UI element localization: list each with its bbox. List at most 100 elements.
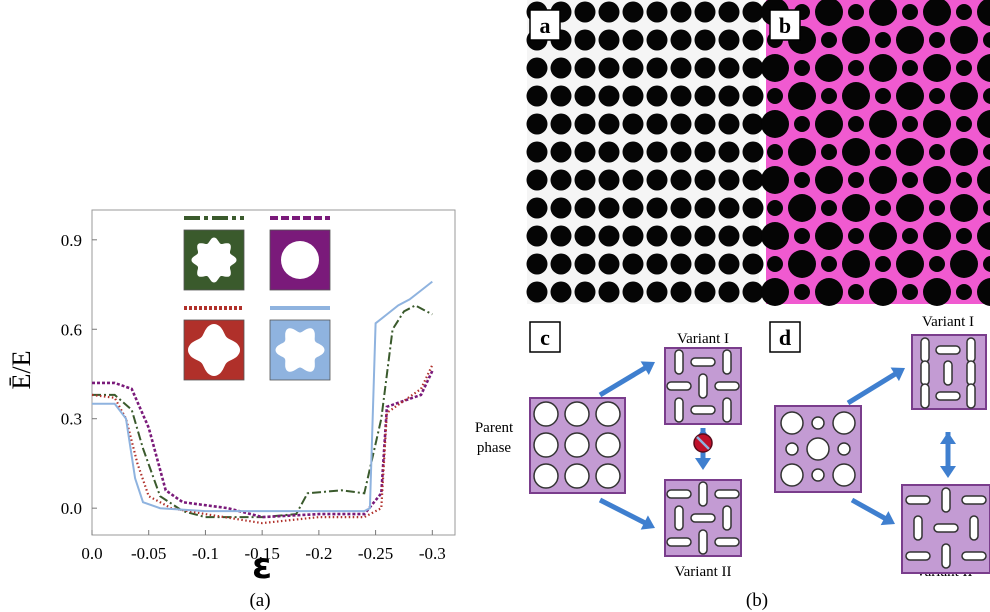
photo-hole xyxy=(788,138,816,166)
photo-hole xyxy=(622,113,644,135)
photo-hole xyxy=(742,1,764,23)
photo-hole xyxy=(869,0,897,26)
photo-hole xyxy=(646,57,668,79)
arrow-parent-to-variant1 xyxy=(598,361,655,398)
parent-phase-label-line1: Parent xyxy=(475,420,514,436)
photo-hole xyxy=(896,26,924,54)
photo-hole xyxy=(983,32,990,48)
photo-hole xyxy=(598,281,620,303)
photo-hole xyxy=(574,29,596,51)
photo-hole xyxy=(622,1,644,23)
photo-hole xyxy=(646,85,668,107)
photo-hole xyxy=(646,113,668,135)
y-tick-label: 0.6 xyxy=(61,320,82,339)
photo-hole xyxy=(670,169,692,191)
blocked-transition-icon xyxy=(693,433,713,453)
series-line-2 xyxy=(92,370,434,519)
photo-hole xyxy=(956,228,972,244)
photo-hole xyxy=(875,88,891,104)
photo-hole xyxy=(550,57,572,79)
legend-icon-blue-six-lobe xyxy=(269,306,331,381)
photo-hole xyxy=(646,1,668,23)
photo-hole xyxy=(956,60,972,76)
panel-b-label-box xyxy=(769,9,801,41)
photo-hole xyxy=(742,29,764,51)
arrow-parent-to-variant2-d xyxy=(850,497,895,526)
photo-hole xyxy=(598,57,620,79)
photo-hole xyxy=(902,4,918,20)
x-tick-label: 0.0 xyxy=(81,544,102,563)
photo-hole xyxy=(598,85,620,107)
photo-hole xyxy=(869,222,897,250)
photo-hole xyxy=(902,60,918,76)
photo-hole xyxy=(742,113,764,135)
arrow-variant-switch-d xyxy=(940,432,956,478)
photo-hole xyxy=(767,256,783,272)
photo-hole xyxy=(622,57,644,79)
photo-hole xyxy=(788,82,816,110)
photo-hole xyxy=(977,110,990,138)
photo-hole xyxy=(646,253,668,275)
photo-hole xyxy=(622,197,644,219)
photo-hole xyxy=(718,57,740,79)
photo-hole xyxy=(742,281,764,303)
photo-hole xyxy=(842,250,870,278)
photo-hole xyxy=(794,60,810,76)
photo-hole xyxy=(574,225,596,247)
photo-hole xyxy=(923,0,951,26)
photo-hole xyxy=(694,225,716,247)
photo-hole xyxy=(622,141,644,163)
photo-hole xyxy=(788,250,816,278)
photo-hole xyxy=(550,85,572,107)
photo-hole xyxy=(670,197,692,219)
photo-hole xyxy=(550,225,572,247)
photo-hole xyxy=(718,85,740,107)
photo-hole xyxy=(574,85,596,107)
photo-hole xyxy=(646,281,668,303)
photo-hole xyxy=(694,85,716,107)
photo-hole xyxy=(869,54,897,82)
photo-hole xyxy=(718,29,740,51)
photo-hole xyxy=(875,256,891,272)
photo-hole xyxy=(742,225,764,247)
photo-hole xyxy=(622,225,644,247)
photo-hole xyxy=(646,29,668,51)
photo-hole xyxy=(956,4,972,20)
photo-hole xyxy=(875,32,891,48)
photo-hole xyxy=(622,281,644,303)
photo-hole xyxy=(598,225,620,247)
photo-hole xyxy=(694,169,716,191)
photo-hole xyxy=(550,141,572,163)
photo-hole xyxy=(550,281,572,303)
photo-hole xyxy=(622,29,644,51)
photo-hole xyxy=(646,197,668,219)
photo-hole xyxy=(670,253,692,275)
photo-hole xyxy=(950,82,978,110)
photo-hole xyxy=(694,141,716,163)
photo-hole xyxy=(694,281,716,303)
photo-hole xyxy=(821,88,837,104)
photo-hole xyxy=(718,281,740,303)
photo-hole xyxy=(598,113,620,135)
photo-hole xyxy=(923,278,951,306)
photo-hole xyxy=(574,197,596,219)
photo-hole xyxy=(526,281,548,303)
photo-hole xyxy=(718,1,740,23)
y-tick-label: 0.9 xyxy=(61,231,82,250)
photo-hole xyxy=(718,225,740,247)
x-tick-label: -0.25 xyxy=(358,544,393,563)
photo-hole xyxy=(718,113,740,135)
photo-hole xyxy=(848,172,864,188)
photo-hole xyxy=(526,57,548,79)
photo-hole xyxy=(550,197,572,219)
photo-hole xyxy=(950,138,978,166)
photo-hole xyxy=(875,144,891,160)
y-tick-label: 0.3 xyxy=(61,410,82,429)
photo-hole xyxy=(848,228,864,244)
photo-hole xyxy=(550,253,572,275)
photo-hole xyxy=(929,88,945,104)
photo-hole xyxy=(761,278,789,306)
photo-hole xyxy=(526,85,548,107)
legend-icon-red-rounded-square xyxy=(183,306,245,381)
